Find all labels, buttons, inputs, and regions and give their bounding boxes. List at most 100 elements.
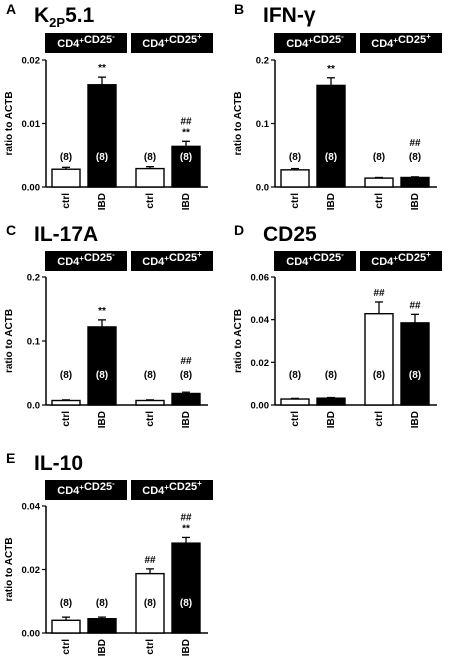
n-label: (8)	[180, 152, 192, 163]
group-header-label: CD4+CD25-	[57, 250, 115, 268]
bar	[87, 84, 117, 188]
bar	[364, 312, 394, 406]
n-label: (8)	[409, 152, 421, 163]
n-label: (8)	[325, 152, 337, 163]
x-tick-label: ctrl	[61, 639, 72, 655]
bar	[135, 399, 165, 406]
group-header-box	[274, 33, 356, 53]
n-label: (8)	[180, 370, 192, 381]
x-tick-label: ctrl	[374, 193, 385, 209]
y-axis-label: ratio to ACTB	[4, 537, 15, 601]
panel-letter: D	[234, 222, 244, 238]
significance-label: ##	[373, 288, 385, 299]
bar	[171, 392, 201, 406]
y-axis-label: ratio to ACTB	[233, 309, 244, 373]
bar	[316, 84, 346, 188]
x-tick-label: IBD	[97, 639, 108, 656]
x-tick-label: IBD	[181, 193, 192, 210]
n-label: (8)	[144, 152, 156, 163]
bar	[280, 398, 310, 406]
group-header-label: CD4+CD25-	[286, 32, 344, 50]
bar	[135, 167, 165, 188]
x-tick-label: ctrl	[145, 639, 156, 655]
panel-d: D CD25 CD4+CD25- CD4+CD25+ 0.00 0.02 0.04 0.06 r…	[233, 222, 442, 428]
n-label: (8)	[60, 370, 72, 381]
y-axis-label: ratio to ACTB	[233, 91, 244, 155]
group-header-box	[131, 251, 213, 271]
n-label: (8)	[144, 598, 156, 609]
panel-letter: B	[234, 1, 244, 17]
y-tick-label: 0.02	[22, 565, 41, 576]
y-tick-label: 0.0	[256, 183, 269, 194]
panel-letter: A	[6, 1, 16, 17]
bar	[316, 397, 346, 406]
x-tick-label: IBD	[181, 639, 192, 656]
x-tick-label: ctrl	[290, 193, 301, 209]
y-tick-label: 0.2	[27, 273, 40, 284]
y-tick-label: 0.2	[256, 56, 269, 67]
panel-a: A K2P5.1 CD4+CD25- CD4+CD25+ 0.00 0.01 0.02 rat…	[4, 1, 213, 210]
group-header-box	[45, 33, 127, 53]
y-tick-label: 0.00	[251, 401, 270, 412]
significance-label: ##	[180, 116, 192, 127]
group-header-box	[360, 251, 442, 271]
significance-label: ##	[144, 555, 156, 566]
significance-label: ##	[180, 356, 192, 367]
group-header-label: CD4+CD25-	[57, 479, 115, 497]
y-axis-label: ratio to ACTB	[4, 309, 15, 373]
group-header-box	[131, 33, 213, 53]
panel-e: E IL-10 CD4+CD25- CD4+CD25+ 0.00 0.02 0.04 rati…	[4, 450, 213, 656]
y-tick-label: 0.06	[251, 273, 270, 284]
panel-title: IFN-γ	[263, 4, 316, 27]
panel-letter: E	[6, 450, 15, 466]
group-header-box	[45, 480, 127, 500]
n-label: (8)	[96, 370, 108, 381]
group-header-label: CD4+CD25-	[57, 32, 115, 50]
significance-label: **	[182, 127, 190, 138]
bar	[364, 177, 394, 188]
significance-label: **	[98, 306, 106, 317]
x-tick-label: IBD	[326, 411, 337, 428]
y-tick-label: 0.0	[27, 401, 40, 412]
x-tick-label: ctrl	[61, 193, 72, 209]
x-tick-label: IBD	[181, 411, 192, 428]
significance-label: **	[327, 64, 335, 75]
bar	[280, 169, 310, 188]
group-header-label: CD4+CD25-	[286, 250, 344, 268]
bar	[51, 399, 81, 406]
significance-label: ##	[180, 512, 192, 523]
y-tick-label: 0.02	[22, 56, 41, 67]
x-tick-label: IBD	[410, 411, 421, 428]
n-label: (8)	[409, 370, 421, 381]
n-label: (8)	[289, 152, 301, 163]
n-label: (8)	[96, 598, 108, 609]
y-tick-label: 0.04	[251, 315, 270, 326]
bar	[171, 145, 201, 188]
bar	[171, 542, 201, 634]
group-header-box	[131, 480, 213, 500]
panel-b: B IFN-γ CD4+CD25- CD4+CD25+ 0.0 0.1 0.2 ratio t…	[233, 1, 442, 210]
n-label: (8)	[60, 598, 72, 609]
bar	[51, 168, 81, 188]
panel-letter: C	[6, 222, 16, 238]
significance-label: ##	[409, 300, 421, 311]
y-tick-label: 0.1	[256, 119, 270, 130]
panel-title: IL-10	[34, 452, 83, 475]
n-label: (8)	[60, 152, 72, 163]
bar	[400, 322, 430, 406]
n-label: (8)	[180, 598, 192, 609]
group-header-label: CD4+CD25+	[142, 32, 202, 50]
x-tick-label: ctrl	[61, 411, 72, 427]
bar	[87, 326, 117, 406]
y-tick-label: 0.1	[27, 337, 41, 348]
significance-label: **	[98, 63, 106, 74]
x-tick-label: ctrl	[374, 411, 385, 427]
panel-title: CD25	[263, 223, 317, 246]
y-tick-label: 0.00	[22, 629, 41, 640]
n-label: (8)	[373, 370, 385, 381]
bar	[135, 572, 165, 634]
x-tick-label: ctrl	[145, 193, 156, 209]
significance-label: **	[182, 523, 190, 534]
y-tick-label: 0.01	[22, 119, 41, 130]
group-header-label: CD4+CD25+	[371, 32, 431, 50]
